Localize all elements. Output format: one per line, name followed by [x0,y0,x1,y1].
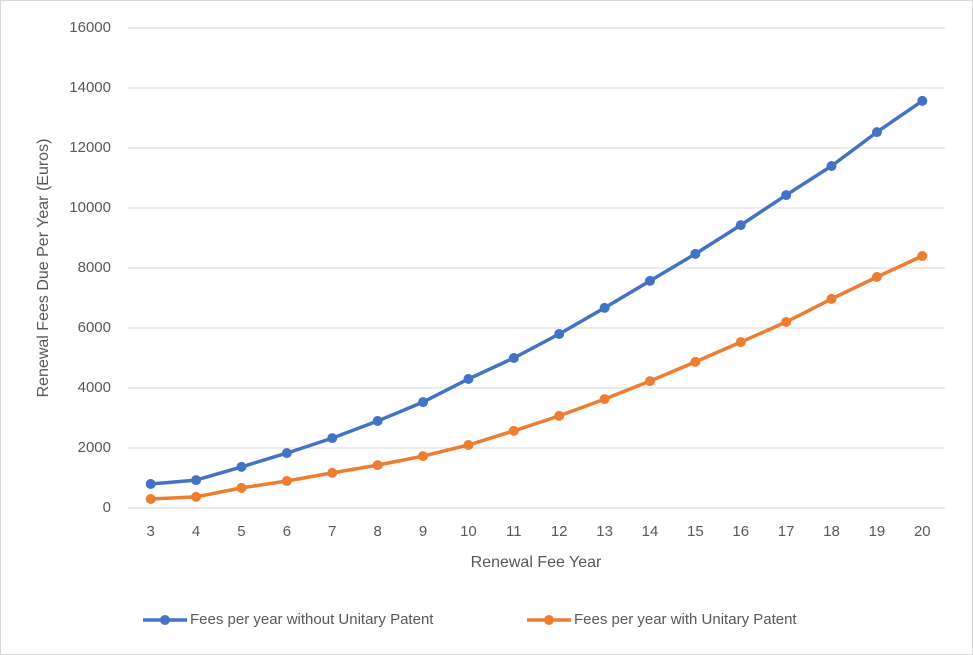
data-point [690,248,701,259]
data-point [781,190,792,201]
data-point [781,317,792,327]
legend-marker [160,615,170,625]
x-tick-label: 6 [283,523,291,540]
x-tick-label: 7 [328,523,336,540]
data-point [327,433,338,444]
legend-label: Fees per year without Unitary Patent [190,611,434,628]
x-tick-label: 4 [192,523,200,540]
y-tick-label: 2000 [78,439,111,456]
y-tick-label: 6000 [78,319,111,336]
data-point [463,440,474,450]
data-point [871,272,882,282]
x-tick-label: 3 [147,523,155,540]
x-tick-label: 8 [373,523,381,540]
data-point [644,376,655,387]
data-point [372,460,383,471]
data-point [554,410,565,421]
y-tick-label: 0 [103,499,111,516]
data-point [191,491,202,502]
data-point [735,220,746,231]
data-point [690,356,701,367]
data-point [826,293,837,304]
y-tick-label: 12000 [69,139,111,156]
x-axis-label: Renewal Fee Year [471,554,602,571]
data-point [281,476,292,486]
series-line [150,254,924,501]
data-point [644,275,655,286]
data-point [599,302,610,313]
data-point [372,416,383,426]
data-point [418,451,429,462]
data-point [236,461,247,472]
x-tick-label: 18 [823,523,840,540]
legend-marker [544,615,554,625]
series-line [150,99,924,486]
data-point [418,397,429,408]
y-tick-label: 10000 [69,199,111,216]
data-point [327,467,338,478]
y-tick-label: 14000 [69,79,111,96]
data-point [508,425,519,436]
data-point [735,337,746,348]
x-tick-label: 9 [419,523,427,540]
x-tick-label: 15 [687,523,704,540]
data-point [871,127,882,138]
x-tick-label: 13 [596,523,613,540]
data-point [281,448,292,459]
y-tick-label: 8000 [78,259,111,276]
data-point [145,479,156,489]
x-tick-label: 12 [551,523,568,540]
x-tick-label: 14 [642,523,659,540]
y-axis-label: Renewal Fees Due Per Year (Euros) [35,139,52,398]
data-point [826,161,837,171]
data-point [599,394,610,405]
data-point [236,482,247,493]
x-tick-label: 19 [869,523,886,540]
data-point [145,494,156,504]
data-point [554,329,565,339]
legend-label: Fees per year with Unitary Patent [574,611,797,628]
x-tick-label: 17 [778,523,795,540]
x-tick-label: 11 [506,523,522,540]
data-point [463,374,474,384]
x-tick-label: 5 [237,523,245,540]
data-point [508,353,519,363]
y-tick-label: 16000 [69,19,111,36]
data-point [917,251,928,261]
data-point [917,95,928,106]
x-tick-label: 20 [914,523,931,540]
data-point [191,475,202,486]
x-tick-label: 16 [732,523,749,540]
x-tick-label: 10 [460,523,477,540]
y-tick-label: 4000 [78,379,111,396]
